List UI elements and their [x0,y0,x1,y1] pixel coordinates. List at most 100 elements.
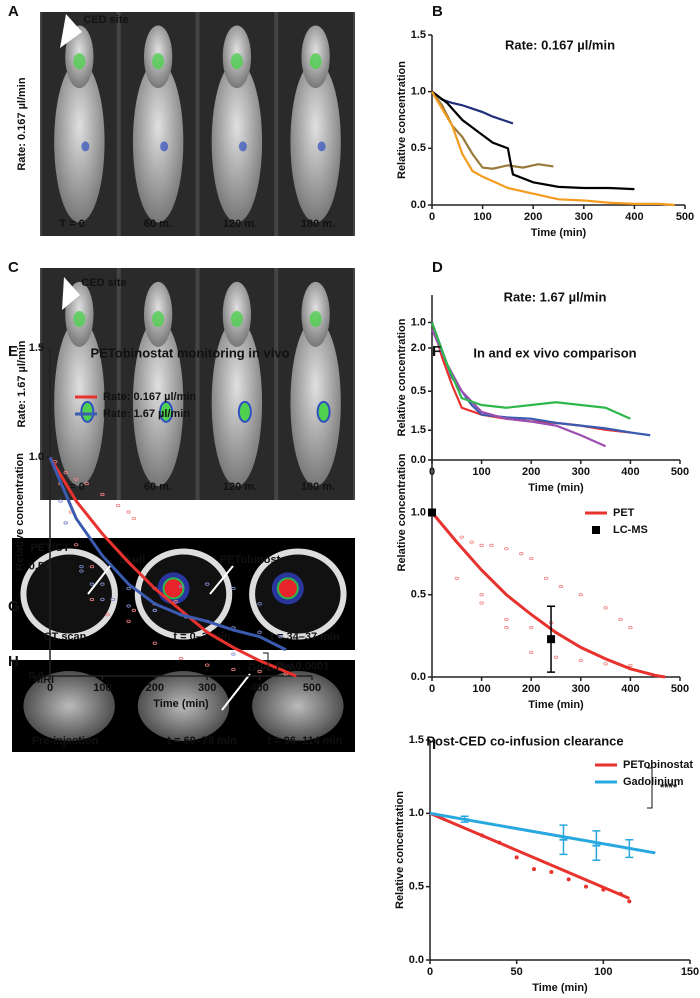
series-line [430,511,666,679]
x-axis-label: Time (min) [153,698,209,710]
point [558,584,564,589]
x-tick-label: 0 [429,683,435,695]
point [514,855,519,860]
legend-label: Rate: 0.167 µl/min [103,391,196,403]
frame-label: 120 m. [223,481,257,493]
x-tick-label: 100 [472,683,490,695]
point [459,535,464,539]
x-tick-label: 0 [427,966,433,978]
point [204,582,210,586]
frame-label: t = 0–3 min [173,631,230,643]
side-label: Rate: 0.167 µl/min [16,77,28,170]
y-axis-label: Relative concentration [396,61,408,179]
y-tick-label: 1.0 [409,807,424,819]
point [152,641,157,645]
point [152,608,157,613]
point [618,617,623,622]
point [627,899,632,904]
x-tick-label: 300 [198,682,216,694]
error-bar [547,605,556,673]
point [603,606,608,610]
frame-label: 180 m. [301,481,335,493]
callout-label: PETobinostat [220,554,290,566]
frame-label: Pre-injection [32,735,99,747]
panel-letter: G [8,598,20,615]
x-tick-label: 150 [681,966,699,978]
series-line [430,322,631,420]
y-tick-label: 0.0 [29,670,44,682]
x-tick-label: 300 [572,683,590,695]
point [131,608,137,613]
point [504,626,509,630]
series-line [430,322,631,434]
callout-arrow [62,277,80,310]
point [529,626,534,630]
x-tick-label: 50 [511,966,523,978]
y-tick-label: 1.5 [29,342,44,354]
x-tick-label: 200 [522,683,540,695]
x-tick-label: 200 [522,466,540,478]
tracer-signal [152,53,165,70]
x-tick-label: 500 [303,682,321,694]
panel-letter: E [8,343,18,360]
tracer-signal [317,141,326,152]
callout-label: CED site [83,14,128,26]
y-tick-label: 0.5 [411,589,426,601]
x-tick-label: 300 [575,211,593,223]
error-bar [592,830,601,862]
point [479,543,484,548]
frame-label: t = 96–114 min [268,735,343,747]
x-tick-label: 0 [47,682,53,694]
point [578,658,583,663]
point [178,656,184,661]
point [58,499,63,503]
legend-label: PETobinostat [623,759,693,771]
x-tick-label: 200 [524,211,542,223]
point [584,884,588,889]
point [84,481,89,486]
point [126,586,131,591]
mouse-body [54,319,105,487]
y-tick-label: 1.0 [29,451,44,463]
point [89,582,95,586]
panel-letter: I [432,736,436,753]
frame-label: t = 34–37 min [270,631,340,643]
x-axis-label: Time (min) [532,982,588,994]
point [231,586,236,591]
mouse-body [211,319,263,487]
frame-label: 120 m. [223,218,257,230]
x-tick-label: 500 [671,466,689,478]
legend-swatch [592,526,600,534]
series-line [431,90,635,191]
point [257,670,262,674]
point [428,508,436,517]
y-tick-label: 1.0 [411,316,426,328]
panel-letter: A [8,3,19,20]
point [469,540,474,544]
y-axis-label: Relative concentration [396,453,408,571]
tracer-signal [160,141,169,152]
mouse-body [290,319,341,487]
callout-arrow [87,565,111,595]
y-tick-label: 0.0 [411,454,426,466]
point [173,600,178,604]
mouse-body [54,61,105,223]
legend-label: Rate: 1.67 µl/min [103,408,190,420]
panel-letter: D [432,259,443,276]
mouse-body [290,61,341,223]
point [73,543,79,547]
point [79,565,84,569]
point [532,867,536,872]
y-axis-label: Relative concentration [14,453,26,571]
point [105,613,110,617]
y-tick-label: 1.0 [411,86,426,98]
y-tick-label: 0.5 [29,561,44,573]
point [549,870,554,874]
panel-letter: H [8,653,19,670]
panel-letter: B [432,3,443,20]
brain-slice [137,671,230,741]
point [73,477,79,481]
x-tick-label: 100 [93,682,111,694]
pet-signal [162,577,185,600]
